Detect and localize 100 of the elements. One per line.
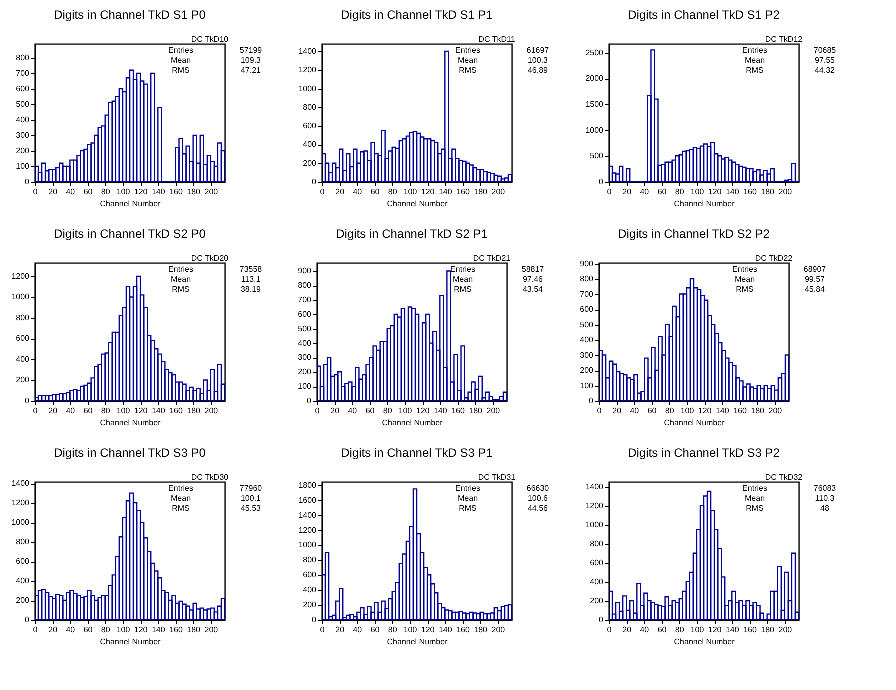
- text: 48: [820, 504, 830, 513]
- y-tick-label: 200: [16, 376, 30, 385]
- x-tick-label: 0: [320, 188, 326, 196]
- text: DC TkD31: [478, 473, 516, 482]
- y-tick-label: 700: [16, 68, 30, 78]
- y-tick-label: 400: [16, 115, 30, 124]
- annotation: RMS: [172, 285, 190, 294]
- y-tick-label: 0: [307, 396, 312, 406]
- annotation: RMS: [454, 285, 472, 294]
- x-tick-label: 40: [630, 406, 640, 416]
- x-tick-label: 200: [778, 188, 793, 196]
- y-tick-label: 0: [25, 616, 30, 624]
- x-tick-label: 60: [366, 406, 376, 416]
- x-tick-label: 160: [170, 406, 184, 416]
- y-tick-label: 800: [590, 539, 604, 548]
- x-tick-label: 80: [101, 626, 111, 634]
- y-tick-label: 600: [298, 310, 312, 319]
- annotation: RMS: [172, 66, 190, 75]
- annotation: Entries: [168, 46, 194, 55]
- x-tick-label: 80: [388, 626, 398, 634]
- x-tick-label: 40: [348, 406, 358, 416]
- annotation: Mean: [744, 494, 766, 503]
- x-tick-label: 120: [421, 188, 436, 196]
- x-tick-label: 160: [744, 188, 758, 196]
- x-tick-label: 120: [698, 406, 712, 416]
- y-tick-label: 0: [599, 616, 604, 624]
- x-tick-label: 120: [421, 626, 436, 634]
- text: DC TkD21: [473, 254, 512, 263]
- y-tick-label: 100: [580, 381, 594, 390]
- y-tick-label: 300: [16, 130, 30, 140]
- text: DC TkD30: [191, 473, 230, 482]
- y-tick-label: 200: [16, 596, 30, 606]
- annotation: Mean: [170, 56, 192, 65]
- text: 38.19: [240, 285, 262, 294]
- x-tick-label: 80: [101, 188, 111, 196]
- y-tick-label: 1000: [298, 540, 318, 550]
- y-tick-label: 600: [16, 84, 30, 94]
- x-tick-label: 40: [66, 626, 76, 634]
- x-tick-label: 80: [383, 406, 393, 416]
- annotation: Mean: [170, 494, 192, 503]
- x-tick-label: 40: [640, 626, 650, 634]
- annotation: Entries: [168, 265, 194, 274]
- x-tick-label: 160: [170, 626, 184, 634]
- x-tick-label: 20: [48, 626, 58, 634]
- x-tick-label: 140: [152, 188, 166, 196]
- y-tick-label: 800: [16, 538, 30, 547]
- y-tick-label: 800: [303, 102, 318, 112]
- annotation: RMS: [459, 504, 477, 513]
- y-tick-label: 1000: [586, 126, 604, 135]
- annotation: Entries: [456, 46, 480, 55]
- x-tick-label: 120: [134, 406, 148, 416]
- x-tick-label: 80: [675, 188, 685, 196]
- x-tick-label: 200: [204, 626, 219, 634]
- y-tick-label: 700: [298, 296, 312, 305]
- annotation: Mean: [744, 56, 766, 65]
- y-tick-label: 1500: [586, 100, 604, 109]
- text: 70685: [814, 46, 837, 55]
- x-tick-label: 180: [469, 406, 484, 416]
- y-tick-label: 2500: [586, 48, 604, 58]
- x-axis-title: Channel Number: [387, 200, 448, 208]
- annotation: Mean: [734, 275, 756, 284]
- text: 57199: [240, 46, 263, 55]
- text: 100.1: [240, 494, 262, 503]
- x-tick-label: 180: [751, 406, 766, 416]
- annotation: Entries: [742, 46, 768, 55]
- y-tick-label: 400: [16, 576, 30, 586]
- text: 97.55: [814, 56, 836, 65]
- y-tick-label: 0: [25, 178, 30, 186]
- chart-title: Digits in Channel TkD S3 P2: [628, 446, 780, 460]
- y-tick-label: 900: [298, 266, 312, 276]
- text: 99.57: [804, 275, 826, 284]
- y-tick-label: 0: [312, 178, 318, 186]
- y-tick-label: 900: [580, 259, 594, 268]
- text: 68907: [804, 265, 827, 274]
- text: 113.1: [241, 275, 262, 284]
- x-tick-label: 180: [187, 626, 202, 634]
- x-tick-label: 20: [336, 626, 346, 634]
- x-tick-label: 200: [492, 626, 506, 634]
- y-tick-label: 0: [312, 616, 318, 624]
- annotation: Entries: [456, 484, 480, 493]
- annotation: Entries: [742, 484, 768, 493]
- text: 47.21: [240, 66, 262, 75]
- x-tick-label: 120: [708, 188, 722, 196]
- x-tick-label: 0: [607, 626, 612, 634]
- x-tick-label: 120: [134, 188, 148, 196]
- x-tick-label: 180: [761, 188, 776, 196]
- x-tick-label: 60: [658, 188, 668, 196]
- x-axis-title: Channel Number: [387, 638, 448, 646]
- x-tick-label: 60: [370, 188, 380, 196]
- x-tick-label: 160: [744, 626, 758, 634]
- x-tick-label: 120: [416, 406, 430, 416]
- x-tick-label: 200: [204, 406, 219, 416]
- y-tick-label: 100: [298, 382, 312, 392]
- annotation: Mean: [458, 494, 478, 503]
- y-tick-label: 1600: [298, 496, 318, 505]
- y-tick-label: 100: [16, 162, 30, 171]
- text: 45.53: [240, 504, 262, 513]
- x-tick-label: 0: [33, 188, 38, 196]
- x-tick-label: 40: [66, 406, 76, 416]
- chart-title: Digits in Channel TkD S1 P0: [54, 8, 206, 22]
